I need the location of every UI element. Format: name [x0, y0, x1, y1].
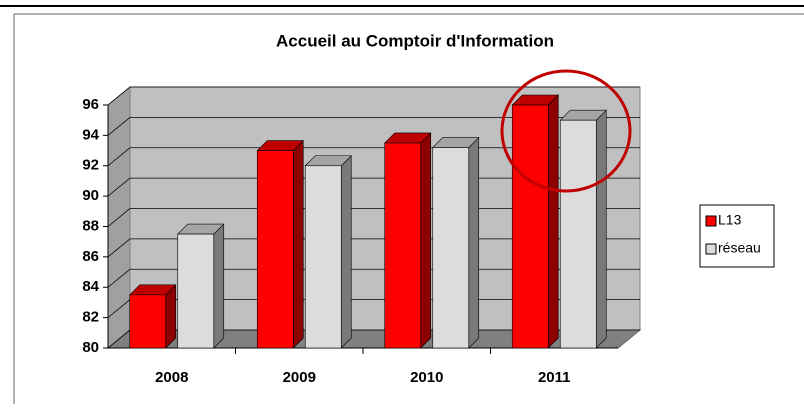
bar-side: [547, 94, 559, 349]
legend-swatch: [705, 243, 717, 255]
bar: [304, 165, 342, 349]
chart-title: Accueil au Comptoir d'Information: [276, 31, 554, 50]
bar: [511, 104, 549, 349]
bar: [384, 142, 422, 349]
grid-line: [107, 116, 640, 136]
bar: [177, 233, 215, 349]
highlight-circle: [500, 69, 632, 193]
y-tick-label: 88: [82, 217, 99, 234]
x-tick-label: 2011: [538, 369, 571, 386]
bar: [432, 147, 470, 349]
y-tick-label: 92: [82, 157, 99, 174]
x-tick-label: 2010: [410, 369, 443, 386]
grid-line: [107, 86, 640, 106]
bar-side: [213, 223, 225, 349]
y-tick-label: 84: [82, 278, 99, 295]
x-tick-label: 2009: [283, 369, 316, 386]
y-tick-label: 90: [82, 187, 99, 204]
bar-side: [420, 132, 432, 349]
bar-side: [340, 155, 352, 349]
y-tick-label: 82: [82, 309, 99, 326]
y-tick-label: 94: [82, 126, 99, 143]
bar: [559, 119, 597, 349]
bar-side: [292, 139, 304, 349]
bar-side: [165, 284, 177, 349]
legend-box: [699, 204, 775, 268]
legend-label: L13: [718, 212, 742, 228]
x-tick-label: 2008: [155, 369, 188, 386]
bar-side: [595, 109, 607, 349]
y-tick-label: 96: [82, 96, 99, 113]
y-tick-label: 86: [82, 248, 99, 265]
legend-swatch: [705, 215, 717, 227]
bar: [256, 150, 294, 349]
legend-label: réseau: [718, 240, 761, 256]
bar-side: [468, 136, 480, 349]
bar: [129, 294, 167, 349]
y-tick-label: 80: [82, 339, 99, 356]
